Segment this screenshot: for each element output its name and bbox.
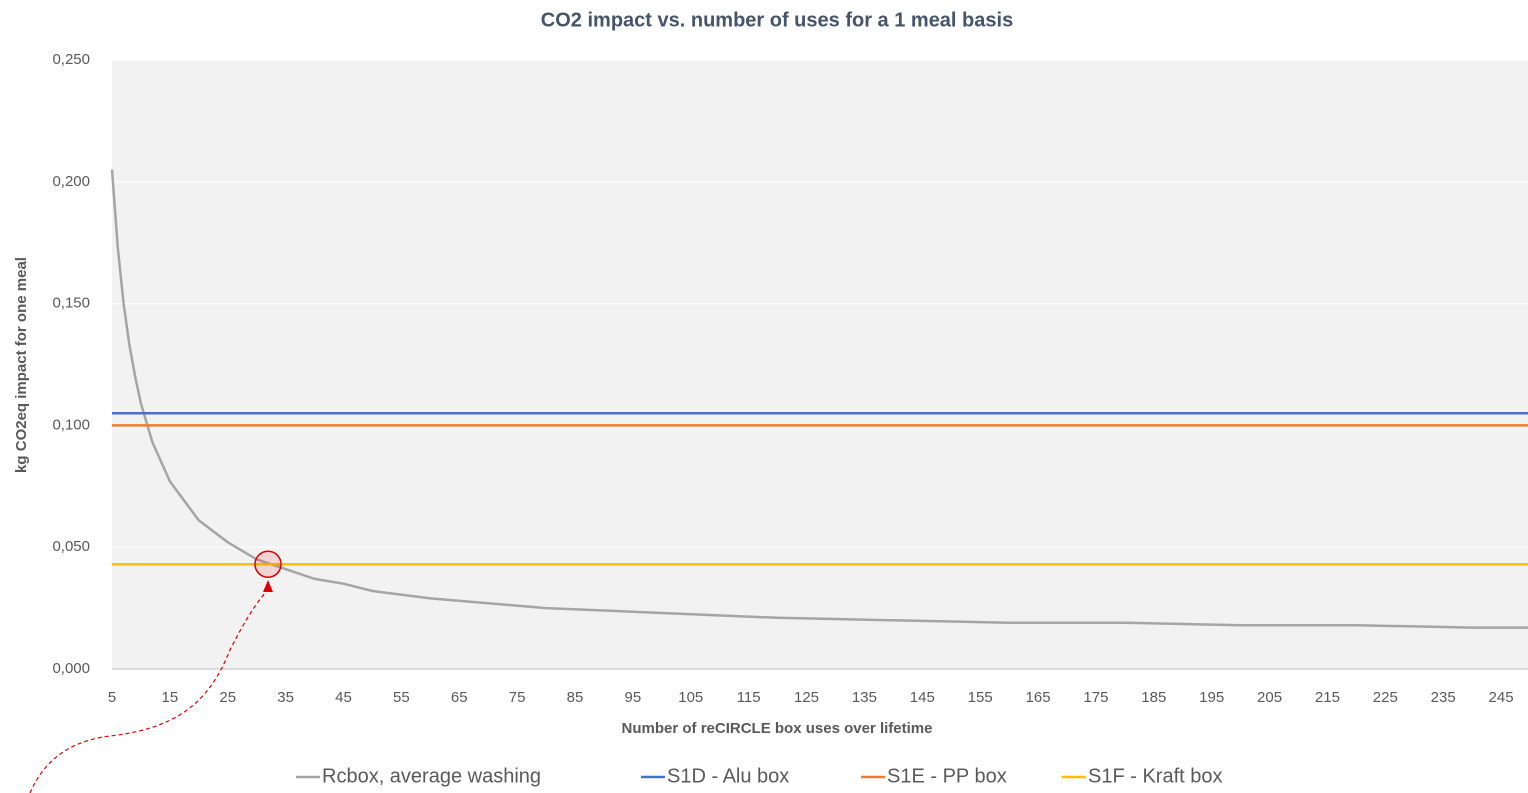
x-tick-label: 245 [1489,689,1514,706]
annotation-arrow [29,589,269,793]
x-tick-label: 235 [1431,689,1456,706]
x-tick-label: 55 [393,689,410,706]
y-tick-label: 0,250 [52,51,90,68]
series-line [110,169,1528,629]
y-tick-label: 0,150 [52,295,90,312]
x-tick-label: 115 [737,689,761,706]
legend-label: Rcbox, average washing [322,765,541,787]
y-tick-label: 0,000 [52,660,90,677]
x-tick-label: 125 [794,689,819,706]
x-axis-label: Number of reCIRCLE box uses over lifetim… [622,720,933,737]
y-tick-label: 0,100 [52,416,90,433]
arrow-head [263,580,273,592]
x-tick-label: 105 [678,689,703,706]
legend-label: S1F - Kraft box [1088,765,1223,787]
x-tick-label: 145 [910,689,935,706]
x-tick-label: 75 [509,689,526,706]
x-tick-label: 225 [1373,689,1398,706]
y-tick-label: 0,050 [52,538,90,555]
x-tick-label: 95 [625,689,642,706]
x-tick-label: 65 [451,689,468,706]
x-tick-label: 215 [1315,689,1340,706]
x-tick-label: 175 [1083,689,1108,706]
legend-label: S1E - PP box [887,765,1007,787]
y-axis-label: kg CO2eq impact for one meal [13,257,30,473]
x-tick-label: 5 [108,689,116,706]
x-tick-label: 195 [1199,689,1224,706]
x-tick-label: 165 [1026,689,1051,706]
x-tick-label: 45 [335,689,352,706]
x-tick-label: 25 [219,689,236,706]
x-tick-label: 35 [277,689,294,706]
highlight-circle [254,550,282,579]
x-tick-label: 15 [162,689,179,706]
chart-title: CO2 impact vs. number of uses for a 1 me… [541,9,1013,31]
marks [110,59,1528,670]
y-tick-label: 0,200 [52,173,90,190]
x-tick-label: 185 [1141,689,1166,706]
x-tick-label: 85 [567,689,584,706]
x-tick-label: 205 [1257,689,1282,706]
x-tick-label: 155 [968,689,993,706]
legend-label: S1D - Alu box [667,765,789,787]
x-tick-label: 135 [852,689,877,706]
plot-area [112,60,1528,669]
